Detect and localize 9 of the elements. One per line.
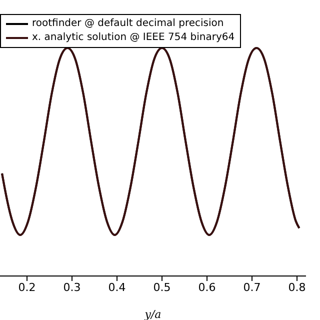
x-tick-label: 0.3: [63, 280, 81, 294]
x-tick-label: 0.5: [153, 280, 171, 294]
x-tick-label: 0.4: [108, 280, 126, 294]
legend-label: rootfinder @ default decimal precision: [32, 17, 224, 31]
legend-label: x. analytic solution @ IEEE 754 binary64: [32, 31, 235, 45]
x-tick-label: 0.8: [288, 280, 306, 294]
x-tick-label: 0.2: [18, 280, 36, 294]
x-tick-label: 0.7: [243, 280, 261, 294]
x-tick-label: 0.6: [198, 280, 216, 294]
